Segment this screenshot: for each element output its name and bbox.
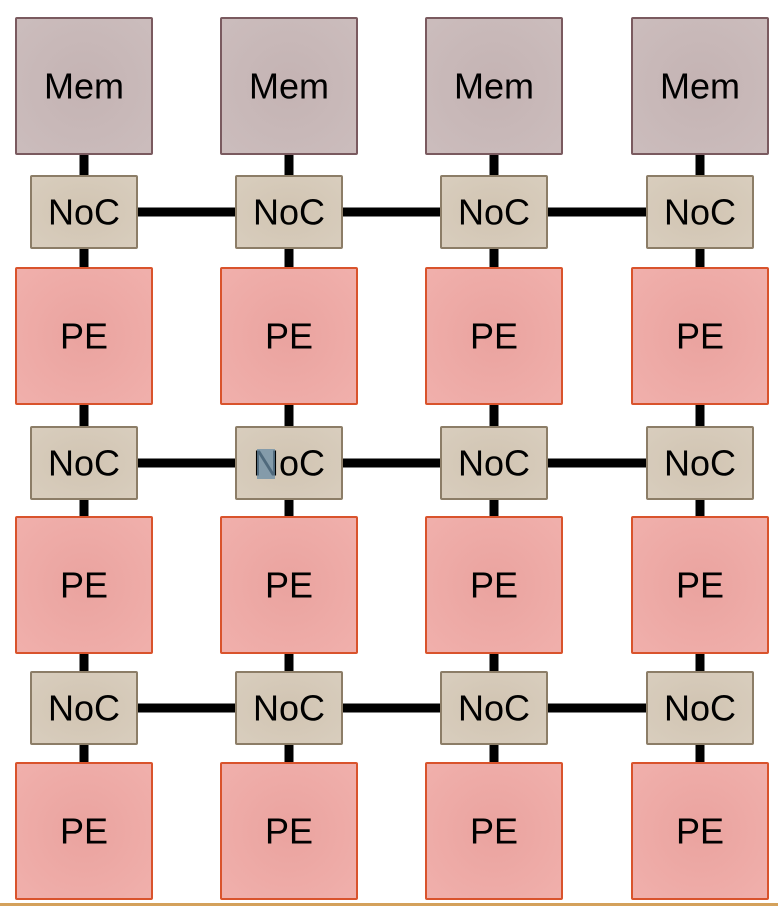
noc-router-shape bbox=[440, 175, 548, 249]
processing-element-shape bbox=[220, 267, 358, 405]
processing-element-shape bbox=[631, 762, 769, 900]
noc-router: NoC bbox=[235, 175, 343, 249]
memory-block-shape bbox=[425, 17, 563, 155]
processing-element-shape bbox=[15, 516, 153, 654]
noc-router: NoC bbox=[646, 175, 754, 249]
noc-router-shape bbox=[235, 426, 343, 500]
processing-element-label: PE bbox=[60, 316, 108, 357]
processing-element-shape bbox=[15, 267, 153, 405]
noc-router-label: NoC bbox=[253, 192, 325, 233]
processing-element: PE bbox=[220, 516, 358, 654]
processing-element-shape bbox=[631, 516, 769, 654]
interconnect-links bbox=[79, 154, 705, 763]
memory-block-label: Mem bbox=[249, 66, 329, 107]
noc-router: NoC bbox=[440, 175, 548, 249]
processing-element-label: PE bbox=[265, 316, 313, 357]
noc-router: NoC bbox=[30, 175, 138, 249]
processing-element: PE bbox=[631, 516, 769, 654]
noc-router: NoC bbox=[235, 426, 343, 500]
noc-router-shape bbox=[30, 175, 138, 249]
processing-element-shape bbox=[631, 267, 769, 405]
processing-element: PE bbox=[220, 762, 358, 900]
processing-element-label: PE bbox=[676, 811, 724, 852]
processing-element: PE bbox=[15, 762, 153, 900]
noc-router-label: NoC bbox=[664, 443, 736, 484]
processing-element: PE bbox=[15, 516, 153, 654]
text-selection-highlight bbox=[257, 449, 275, 479]
memory-block-shape bbox=[220, 17, 358, 155]
noc-router-shape bbox=[30, 671, 138, 745]
processing-element-shape bbox=[425, 267, 563, 405]
processing-element: PE bbox=[425, 762, 563, 900]
memory-block: Mem bbox=[631, 17, 769, 155]
processing-element-label: PE bbox=[265, 565, 313, 606]
processing-element-label: PE bbox=[676, 565, 724, 606]
memory-block-shape bbox=[631, 17, 769, 155]
noc-router-shape bbox=[235, 175, 343, 249]
processing-element-label: PE bbox=[470, 316, 518, 357]
bottom-divider bbox=[0, 903, 778, 906]
processing-element: PE bbox=[425, 267, 563, 405]
processing-element-shape bbox=[220, 516, 358, 654]
processing-element: PE bbox=[631, 267, 769, 405]
processing-element-label: PE bbox=[470, 565, 518, 606]
noc-router-label: NoC bbox=[253, 688, 325, 729]
memory-block-label: Mem bbox=[660, 66, 740, 107]
noc-router-label: NoC bbox=[48, 192, 120, 233]
noc-router-shape bbox=[30, 426, 138, 500]
noc-router-label: NoC bbox=[458, 443, 530, 484]
processing-element-label: PE bbox=[470, 811, 518, 852]
processing-element-label: PE bbox=[676, 316, 724, 357]
memory-block: Mem bbox=[220, 17, 358, 155]
noc-router-shape bbox=[646, 426, 754, 500]
noc-router-label: NoC bbox=[458, 192, 530, 233]
processing-element-label: PE bbox=[265, 811, 313, 852]
processing-element-shape bbox=[15, 762, 153, 900]
processing-element-label: PE bbox=[60, 811, 108, 852]
noc-router: NoC bbox=[440, 426, 548, 500]
processing-element: PE bbox=[425, 516, 563, 654]
mesh-nodes: Mem Mem Mem Mem NoC NoC NoC NoC NoC NoC NoC NoC NoC N… bbox=[15, 17, 769, 900]
noc-router-shape bbox=[646, 671, 754, 745]
noc-router-shape bbox=[440, 671, 548, 745]
noc-router-label: NoC bbox=[48, 443, 120, 484]
memory-block-shape bbox=[15, 17, 153, 155]
noc-router-shape bbox=[440, 426, 548, 500]
processing-element-label: PE bbox=[60, 565, 108, 606]
noc-router-label: NoC bbox=[664, 688, 736, 729]
noc-router-label: NoC bbox=[48, 688, 120, 729]
noc-router-shape bbox=[235, 671, 343, 745]
processing-element: PE bbox=[631, 762, 769, 900]
processing-element-shape bbox=[220, 762, 358, 900]
noc-router-label: NoC bbox=[664, 192, 736, 233]
processing-element-shape bbox=[425, 762, 563, 900]
noc-router: NoC bbox=[646, 671, 754, 745]
noc-router-shape bbox=[646, 175, 754, 249]
memory-block: Mem bbox=[15, 17, 153, 155]
memory-block-label: Mem bbox=[454, 66, 534, 107]
memory-block-label: Mem bbox=[44, 66, 124, 107]
noc-router: NoC bbox=[440, 671, 548, 745]
noc-router: NoC bbox=[646, 426, 754, 500]
processing-element: PE bbox=[15, 267, 153, 405]
processing-element: PE bbox=[220, 267, 358, 405]
noc-router: NoC bbox=[30, 671, 138, 745]
noc-router: NoC bbox=[30, 426, 138, 500]
noc-router: NoC bbox=[235, 671, 343, 745]
processing-element-shape bbox=[425, 516, 563, 654]
memory-block: Mem bbox=[425, 17, 563, 155]
noc-router-label: NoC bbox=[458, 688, 530, 729]
